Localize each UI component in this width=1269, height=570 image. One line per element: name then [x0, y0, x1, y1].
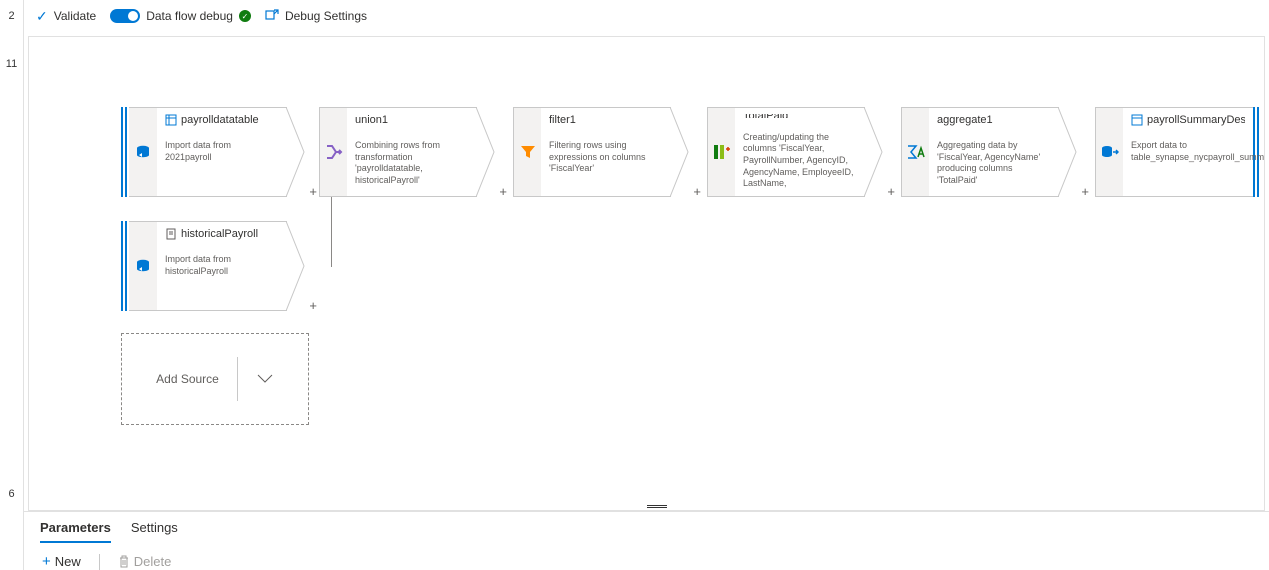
- add-step-button[interactable]: +: [499, 184, 507, 199]
- ruler-mark[interactable]: 6: [0, 488, 23, 500]
- add-step-button[interactable]: +: [1081, 184, 1089, 199]
- node-desc: Aggregating data by 'FiscalYear, AgencyN…: [937, 140, 1050, 187]
- new-label: New: [55, 554, 81, 569]
- left-ruler: 2 11 6: [0, 0, 24, 570]
- dataflow-debug-toggle[interactable]: Data flow debug ✓: [110, 9, 251, 23]
- node-title: historicalPayroll: [181, 228, 258, 240]
- derived-column-icon: [707, 107, 735, 197]
- divider: [237, 357, 238, 401]
- ruler-mark[interactable]: 2: [0, 10, 23, 22]
- node-desc: Combining rows from transformation 'payr…: [355, 140, 468, 187]
- source-icon: [129, 107, 157, 197]
- node-desc: Creating/updating the columns 'FiscalYea…: [743, 132, 856, 190]
- node-filter1[interactable]: filter1 Filtering rows using expressions…: [513, 107, 691, 197]
- settings-out-icon: [265, 8, 279, 25]
- new-button[interactable]: + New: [42, 553, 81, 570]
- separator: [99, 554, 100, 570]
- ruler-mark[interactable]: 11: [0, 58, 23, 70]
- check-icon: ✓: [36, 8, 48, 25]
- tab-parameters[interactable]: Parameters: [40, 520, 111, 543]
- node-historicalpayroll[interactable]: historicalPayroll Import data from histo…: [121, 221, 307, 311]
- bottom-panel: Parameters Settings + New Delete: [24, 511, 1269, 570]
- add-source-button[interactable]: Add Source: [121, 333, 309, 425]
- add-step-button[interactable]: +: [887, 184, 895, 199]
- debug-settings-label: Debug Settings: [285, 9, 367, 23]
- source-icon: [129, 221, 157, 311]
- union-icon: [319, 107, 347, 197]
- connector: [331, 197, 332, 266]
- trash-icon: [118, 555, 130, 568]
- table-icon: [165, 114, 177, 126]
- add-step-button[interactable]: +: [309, 184, 317, 199]
- filter-icon: [513, 107, 541, 197]
- table-icon: [1131, 114, 1143, 126]
- plus-icon: +: [42, 553, 51, 570]
- dataflow-canvas[interactable]: payrolldatatable Import data from 2021pa…: [28, 36, 1265, 511]
- node-desc: Import data from 2021payroll: [165, 140, 278, 163]
- node-payrolldatatable[interactable]: payrolldatatable Import data from 2021pa…: [121, 107, 307, 197]
- node-title: TotalPaid: [743, 114, 856, 118]
- node-union1[interactable]: union1 Combining rows from transformatio…: [319, 107, 497, 197]
- bottom-actions: + New Delete: [24, 543, 1269, 570]
- panel-resize-handle[interactable]: [647, 505, 667, 508]
- sink-icon: [1095, 107, 1123, 197]
- debug-status-icon: ✓: [239, 10, 251, 22]
- node-title: payrolldatatable: [181, 114, 259, 126]
- add-step-button[interactable]: +: [693, 184, 701, 199]
- connector: [331, 266, 332, 267]
- toolbar: ✓ Validate Data flow debug ✓ Debug Setti…: [24, 0, 1269, 32]
- toggle-switch[interactable]: [110, 9, 140, 23]
- validate-button[interactable]: ✓ Validate: [36, 8, 96, 25]
- validate-label: Validate: [54, 9, 96, 23]
- delete-label: Delete: [134, 554, 172, 569]
- node-desc: Export data to table_synapse_nycpayroll_…: [1131, 140, 1245, 163]
- chevron-down-icon[interactable]: [256, 369, 274, 390]
- node-title: payrollSummaryDest...: [1147, 114, 1245, 126]
- node-title: filter1: [549, 114, 662, 126]
- node-desc: Filtering rows using expressions on colu…: [549, 140, 662, 175]
- add-source-label: Add Source: [156, 372, 219, 386]
- node-aggregate1[interactable]: aggregate1 Aggregating data by 'FiscalYe…: [901, 107, 1079, 197]
- debug-settings-button[interactable]: Debug Settings: [265, 8, 367, 25]
- delete-button[interactable]: Delete: [118, 554, 172, 569]
- node-totalpaid[interactable]: TotalPaid Creating/updating the columns …: [707, 107, 885, 197]
- file-icon: [165, 228, 177, 240]
- aggregate-icon: [901, 107, 929, 197]
- node-payrollsummarydest[interactable]: payrollSummaryDest... Export data to tab…: [1095, 107, 1261, 197]
- add-step-button[interactable]: +: [309, 298, 317, 313]
- node-title: aggregate1: [937, 114, 1050, 126]
- dataflow-debug-label: Data flow debug: [146, 9, 233, 23]
- node-title: union1: [355, 114, 468, 126]
- node-desc: Import data from historicalPayroll: [165, 254, 278, 277]
- tab-settings[interactable]: Settings: [131, 520, 178, 543]
- bottom-tabs: Parameters Settings: [24, 512, 1269, 543]
